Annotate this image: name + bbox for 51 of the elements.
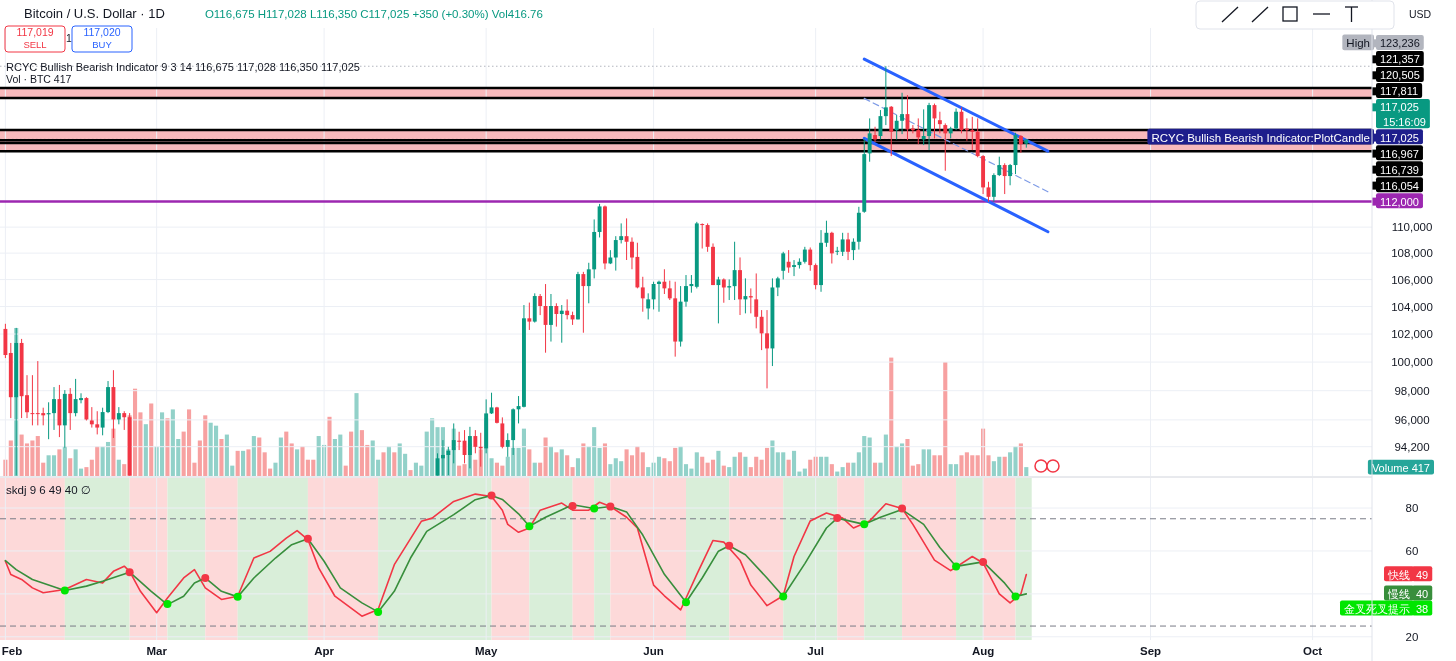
legend-label: 123,236: [1380, 37, 1420, 50]
annotation: RCYC Bullish Bearish Indicator:PlotCandle: [1151, 131, 1370, 144]
annotation: 117,019: [16, 26, 54, 38]
chart-title: Bitcoin / U.S. Dollar · 1D: [24, 6, 165, 21]
x-tick-label: Jun: [643, 645, 664, 657]
x-tick-label: May: [474, 645, 498, 657]
annotation: SELL: [23, 39, 47, 50]
legend-label: 慢线: [1387, 587, 1410, 600]
y-tick-label: 106,000: [1391, 273, 1433, 286]
annotation: 117,020: [83, 26, 121, 38]
legend-label: 116,967: [1380, 147, 1419, 160]
legend-label: 120,505: [1380, 69, 1420, 82]
text: 49: [1416, 568, 1429, 581]
y-tick-label: 110,000: [1391, 221, 1433, 234]
legend-label: 116,739: [1380, 163, 1419, 176]
text: USD: [1408, 8, 1432, 20]
y-tick-label: 102,000: [1391, 328, 1433, 341]
annotation: 1: [66, 32, 73, 44]
ref-line-label: 117,025: [1380, 131, 1419, 144]
annotation: Volume 417: [1371, 461, 1430, 474]
x-tick-label: Mar: [146, 645, 168, 657]
y-tick-label: 100,000: [1391, 356, 1433, 369]
y-tick-label: 20: [1405, 630, 1419, 643]
x-tick-label: Apr: [314, 645, 335, 657]
legend-label: 金叉死叉提示: [1344, 602, 1410, 615]
legend-label: 116,054: [1380, 179, 1419, 192]
y-tick-label: 98,000: [1394, 384, 1430, 397]
text: 40: [1416, 587, 1429, 600]
annotation: BUY: [92, 39, 113, 50]
y-tick-label: 60: [1405, 544, 1419, 557]
annotation: Vol · BTC 417: [6, 73, 72, 85]
y-tick-label: 96,000: [1394, 413, 1430, 426]
y-tick-label: 104,000: [1391, 300, 1433, 313]
x-tick-label: Feb: [1, 645, 23, 657]
y-tick-label: 108,000: [1391, 247, 1433, 260]
annotation: High: [1346, 37, 1370, 50]
x-tick-label: Sep: [1139, 645, 1162, 657]
ref-line-label: 112,000: [1380, 195, 1419, 208]
y-tick-label: 80: [1405, 502, 1419, 515]
text: skdj 9 6 49 40 ∅: [6, 484, 91, 496]
legend-label: 117,811: [1380, 85, 1419, 98]
legend-label: 117,025 15:16:09: [1380, 101, 1426, 128]
legend-label: 121,357: [1380, 53, 1420, 66]
x-tick-label: Aug: [971, 645, 995, 657]
chart-subtitle: O116,675 H117,028 L116,350 C117,025 +350 (+0.30%) Vol416.76: [204, 8, 543, 20]
annotation: RCYC Bullish Bearish Indicator 9 3 14 116,675 117,028 116,350 117,025: [6, 61, 360, 73]
text: 38: [1416, 602, 1429, 615]
x-tick-label: Jul: [807, 645, 824, 657]
legend-label: 快线: [1387, 568, 1410, 581]
y-tick-label: 94,200: [1394, 440, 1430, 453]
x-tick-label: Oct: [1303, 645, 1323, 657]
